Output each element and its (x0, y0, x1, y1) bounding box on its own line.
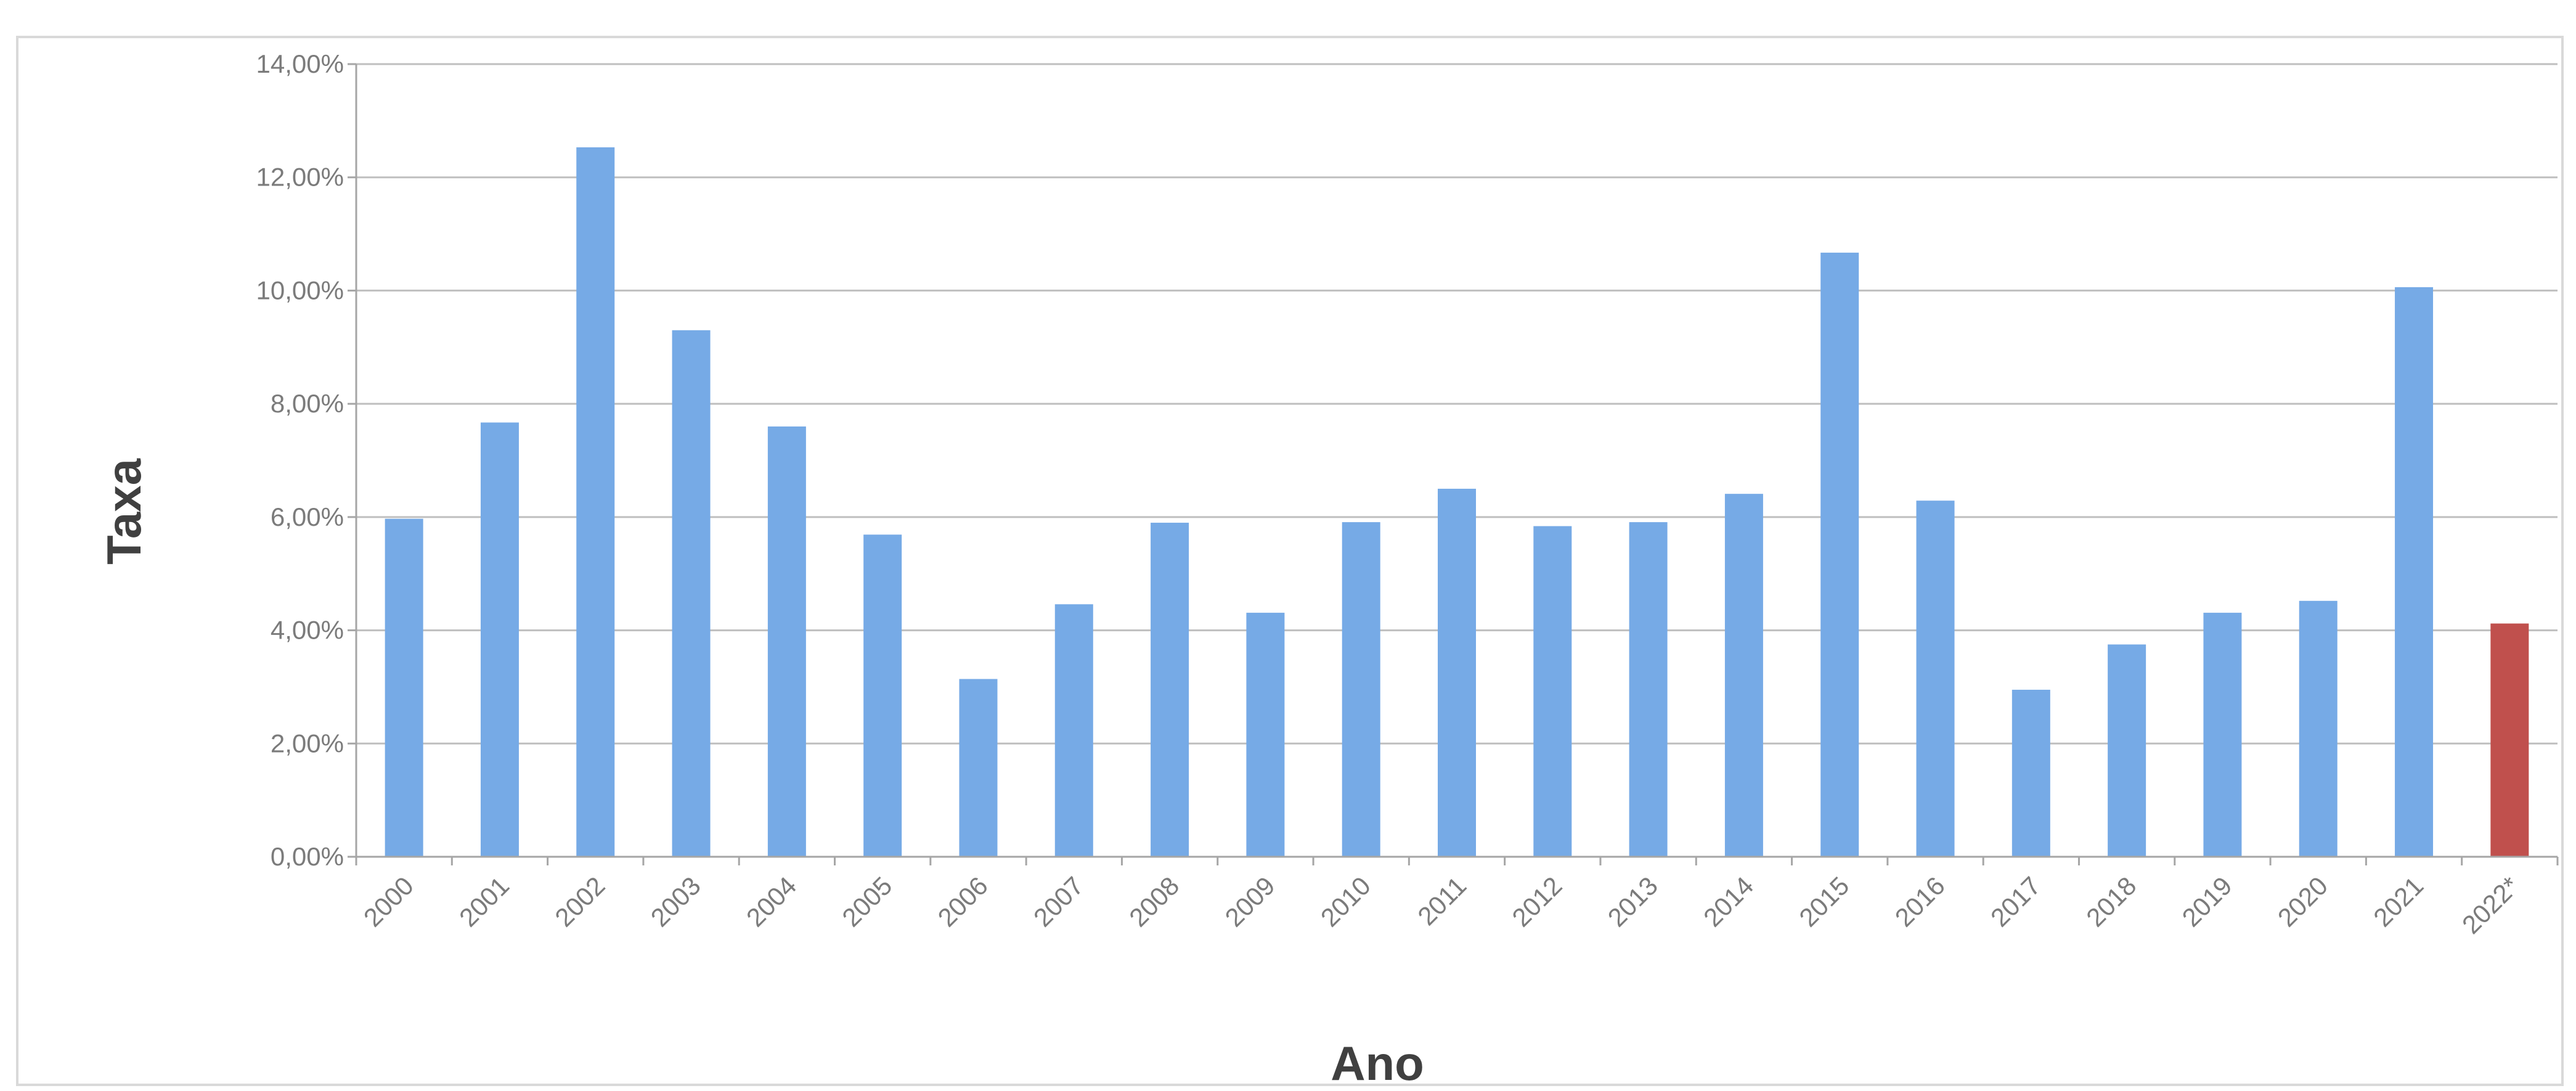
y-tick-label: 4,00% (271, 616, 344, 645)
bar-2006 (959, 679, 998, 857)
bar-2000 (385, 518, 423, 857)
bar-2012 (1533, 526, 1572, 857)
y-tick-label: 14,00% (256, 49, 344, 78)
x-axis-title: Ano (1331, 1036, 1424, 1090)
chart-frame (16, 36, 2564, 1086)
y-tick-label: 8,00% (271, 389, 344, 418)
gridlines (356, 63, 2558, 745)
y-axis-title: Taxa (97, 458, 151, 565)
y-tick-label: 6,00% (271, 502, 344, 531)
y-tick-label: 12,00% (256, 163, 344, 192)
bar-2010 (1342, 522, 1380, 857)
bar-2007 (1054, 604, 1093, 857)
bar-2004 (767, 426, 806, 857)
bar-2015 (1820, 252, 1859, 857)
y-tick-label: 0,00% (271, 842, 344, 871)
bar-2008 (1151, 523, 1189, 857)
bar-2020 (2299, 600, 2338, 857)
bar-2011 (1438, 488, 1476, 857)
bar-2019 (2203, 613, 2242, 857)
bar-2001 (480, 422, 519, 857)
axes (348, 63, 2559, 865)
bar-2002 (576, 147, 615, 857)
bar-2013 (1629, 522, 1668, 857)
bar-2003 (672, 330, 711, 857)
bar-2021 (2395, 287, 2434, 857)
y-tick-labels: 0,00% 2,00% 4,00% 6,00% 8,00% 10,00% 12,00% 14,… (256, 49, 344, 871)
bar-2018 (2108, 644, 2146, 857)
bar-2016 (1916, 501, 1955, 857)
bars (385, 147, 2529, 857)
bar-2017 (2011, 690, 2050, 857)
bar-2005 (863, 534, 902, 857)
y-tick-label: 2,00% (271, 729, 344, 758)
bar-2009 (1246, 613, 1285, 857)
bar-2022-star (2490, 623, 2529, 857)
bar-2014 (1724, 494, 1763, 857)
y-tick-label: 10,00% (256, 276, 344, 304)
